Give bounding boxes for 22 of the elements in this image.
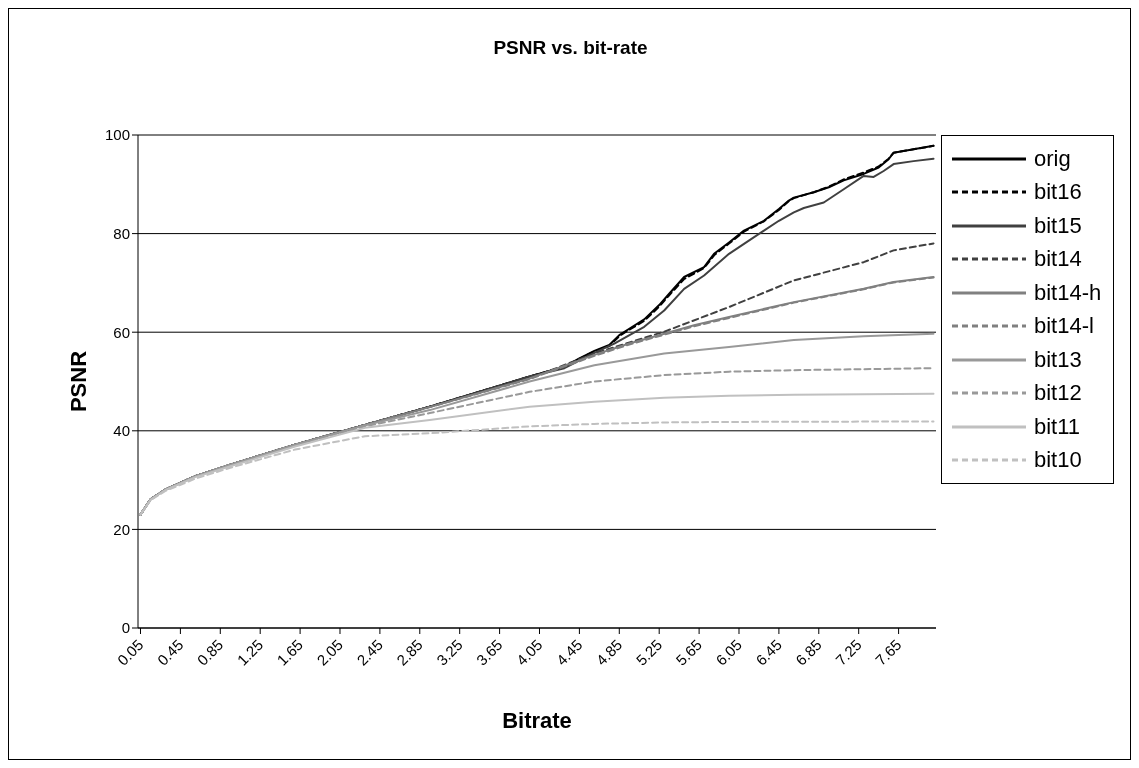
y-tick-label: 60 — [113, 323, 130, 341]
y-tick-label: 40 — [113, 422, 130, 440]
legend-label: bit14-h — [1034, 279, 1102, 306]
y-tick-label: 100 — [104, 126, 130, 144]
legend-label: bit11 — [1034, 413, 1081, 440]
legend-label: bit16 — [1034, 179, 1082, 206]
y-tick-label: 20 — [113, 520, 130, 538]
x-tick-label: 0.85 — [193, 635, 227, 669]
legend-label: orig — [1034, 145, 1071, 172]
x-axis-title: Bitrate — [502, 708, 572, 733]
y-axis-title: PSNR — [65, 350, 91, 413]
y-tick-label: 0 — [121, 619, 130, 637]
x-tick-label: 4.85 — [592, 635, 626, 669]
legend-label: bit13 — [1034, 346, 1082, 373]
legend-label: bit14-l — [1034, 313, 1094, 340]
legend-label: bit14 — [1034, 246, 1082, 273]
legend-label: bit15 — [1034, 212, 1082, 239]
legend-label: bit12 — [1034, 380, 1082, 407]
y-tick-label: 80 — [113, 224, 130, 242]
x-tick-label: 5.25 — [632, 635, 666, 669]
legend-label: bit10 — [1034, 447, 1082, 474]
chart-title: PSNR vs. bit-rate — [492, 37, 649, 59]
